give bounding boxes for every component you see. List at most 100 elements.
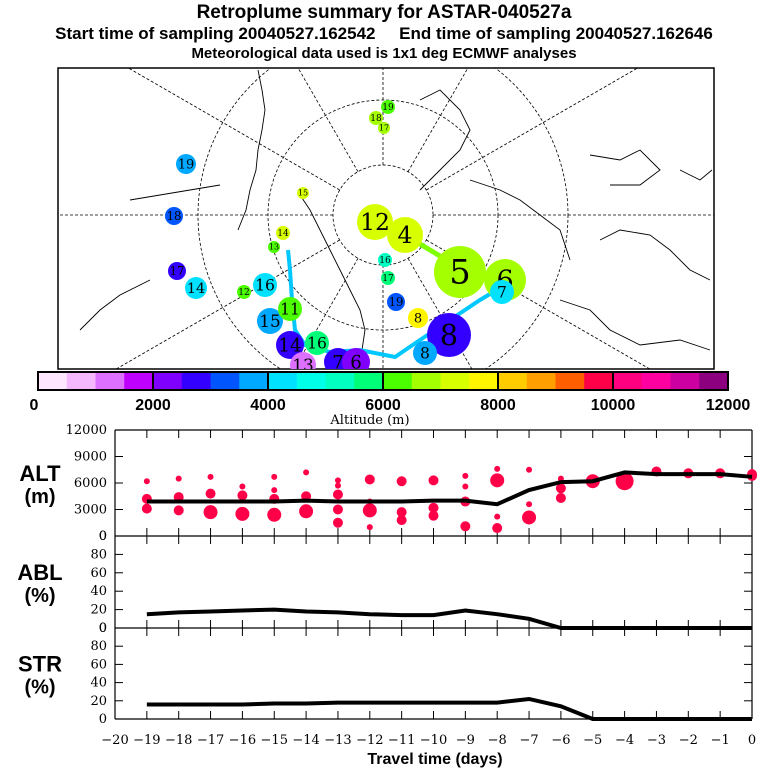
plume-day-label: 8 [440,318,458,352]
y-tick-label: 20 [90,603,107,618]
plume-cluster [378,253,392,267]
colorbar-tick-label: 0 [30,397,39,414]
plume-cluster [342,348,370,369]
plume-day-label: 7 [497,283,507,301]
mean-altitude-line [146,470,753,507]
y-tick-label: 80 [90,639,107,654]
plume-day-label: 14 [278,335,301,356]
plume-cluster [268,241,280,253]
coastline [469,179,571,261]
x-tick-label: 0 [748,733,756,748]
plume-day-label: 8 [420,344,430,362]
met-data-note: Meteorological data used is 1x1 deg ECMW… [191,45,577,62]
altitude-cluster-point [332,489,343,500]
altitude-cluster-point [428,475,439,486]
colorbar-swatch [268,372,298,390]
altitude-cluster-point [555,483,566,494]
plume-cluster [257,308,283,334]
altitude-cluster-point [271,487,278,494]
y-tick-label: 0 [99,621,107,636]
x-tick-label: −16 [229,733,256,748]
plume-day-label: 14 [187,281,205,297]
map-plume: 1918171416151114137616124567881981918171… [165,100,526,375]
altitude-cluster-point [462,472,469,479]
altitude-cluster-point [494,465,501,472]
altitude-cluster-point [143,478,150,485]
plume-day-label: 17 [382,274,394,284]
plume-cluster [369,111,383,125]
meridian-line [426,68,639,191]
plume-cluster [168,262,186,280]
plume-cluster [408,308,428,328]
altitude-cluster-point [366,524,373,531]
plume-day-label: 13 [292,355,314,375]
coastline [679,169,713,181]
panel-label: ABL [17,560,62,585]
colorbar-swatch [411,372,441,390]
x-tick-label: −14 [292,733,319,748]
altitude-cluster-point [207,473,214,480]
panel-label: STR [18,652,62,677]
altitude-cluster-point [396,507,407,518]
x-tick-label: −8 [488,733,507,748]
x-tick-label: −17 [197,733,224,748]
plume-cluster [305,331,329,355]
x-tick-label: −1 [711,733,730,748]
altitude-cluster-point [522,510,537,525]
colorbar-swatch [325,372,355,390]
y-tick-label: 60 [90,657,107,672]
coastline [237,69,266,231]
plume-cluster [237,285,251,299]
coastline [559,299,711,351]
y-tick-label: 40 [90,584,107,599]
colorbar-tick-label: 8000 [480,397,516,414]
plume-day-label: 5 [449,253,471,292]
plume-cluster [297,187,309,199]
x-tick-label: −11 [388,733,415,748]
plume-cluster [276,226,290,240]
altitude-cluster-point [303,469,310,476]
y-tick-label: 6000 [74,476,107,491]
map-coastlines [79,69,713,351]
altitude-cluster-point [492,523,503,534]
str-fraction-line [146,696,752,721]
coastline [589,149,661,186]
plume-cluster [176,154,196,174]
plume-day-label: 16 [255,276,275,294]
altitude-cluster-point [334,482,341,489]
altitude-cluster-point [205,488,216,499]
x-tick-label: −20 [101,733,128,748]
time-series-plots: 030006000900012000ALT(m)0204060800ABL(%)… [17,423,757,768]
altitude-cluster-point [428,510,439,521]
colorbar-tick-label: 4000 [250,397,286,414]
x-tick-label: −6 [551,733,570,748]
x-tick-label: −7 [519,733,538,748]
colorbar-swatch [66,372,96,390]
colorbar-swatch [498,372,528,390]
altitude-cluster-point [364,474,375,485]
plume-day-label: 11 [280,300,300,318]
colorbar-swatch [469,372,499,390]
altitude-cluster-point [555,493,566,504]
altitude-cluster-point [237,490,248,501]
plume-cluster [253,273,277,297]
colorbar-swatch [354,372,384,390]
plume-day-label: 17 [379,124,389,133]
plume-cluster [185,277,207,299]
x-tick-label: −4 [615,733,634,748]
altitude-cluster-point [267,507,282,522]
colorbar-swatch [584,372,614,390]
plume-day-label: 13 [269,243,279,252]
plume-day-label: 14 [277,229,289,239]
panel-unit: (%) [24,585,55,607]
colorbar-swatch [440,372,470,390]
colorbar-swatch [95,372,125,390]
meridian-line [407,68,469,172]
colorbar-swatch [526,372,556,390]
altitude-cluster-point [235,506,250,521]
altitude-cluster-point [332,504,343,515]
x-tick-label: −13 [324,733,351,748]
colorbar-swatch [383,372,413,390]
plume-day-label: 8 [414,312,422,327]
y-tick-label: 0 [99,529,107,544]
